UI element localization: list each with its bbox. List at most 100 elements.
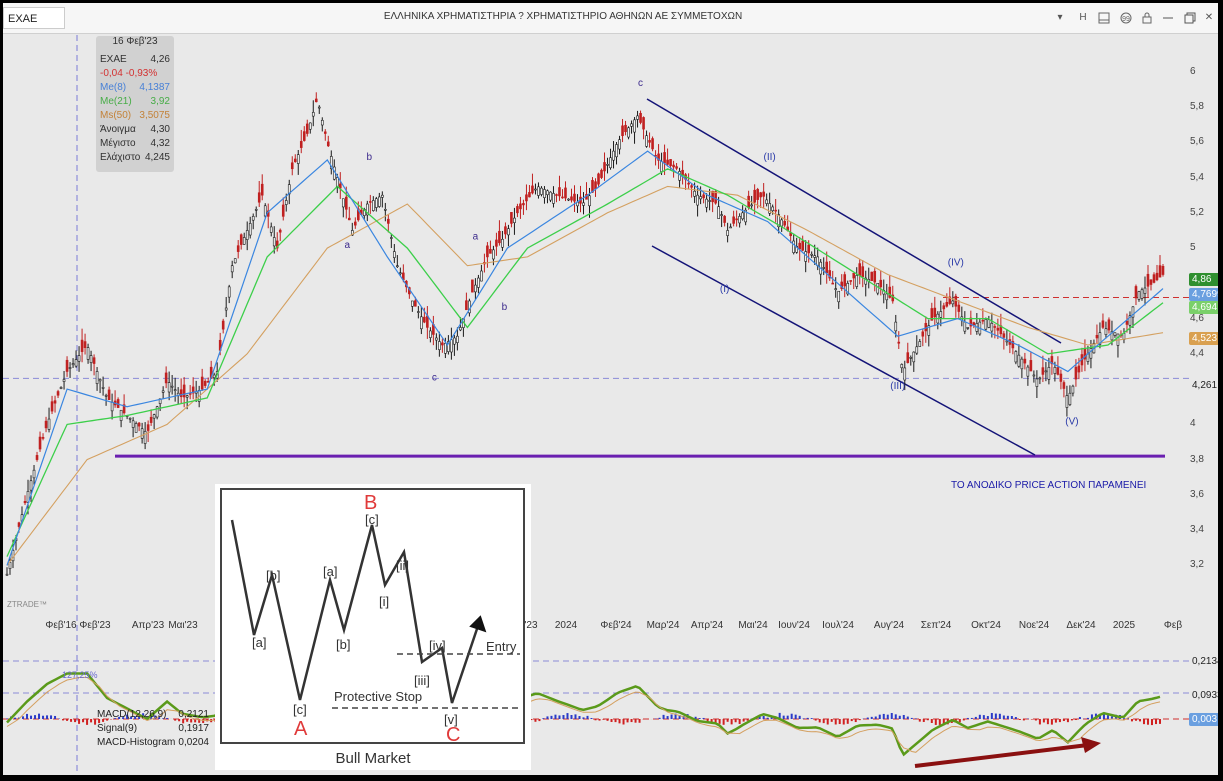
macd-histogram-bar: [70, 719, 73, 722]
candle-body: [459, 327, 462, 331]
macd-histogram-bar: [874, 716, 877, 719]
candle-body: [227, 286, 231, 298]
macd-histogram-bar: [742, 719, 745, 722]
candle-body: [948, 296, 952, 304]
candle-body: [260, 183, 264, 196]
candle-body: [696, 194, 699, 206]
candle-body: [669, 159, 672, 166]
macd-histogram-bar: [562, 715, 565, 719]
candle-body: [660, 161, 663, 172]
chevron-down-icon[interactable]: ▾: [1057, 12, 1063, 23]
candle-body: [29, 480, 33, 491]
candle-body: [47, 418, 51, 430]
legend-row: Me(8) 4,1387: [100, 82, 170, 96]
candle-body: [834, 288, 838, 290]
macd-histogram-bar: [850, 719, 853, 722]
macd-histogram-bar: [678, 714, 681, 719]
macd-histogram-bar: [94, 719, 97, 725]
candle-body: [311, 112, 315, 117]
macd-histogram-bar: [550, 715, 553, 719]
candle-body: [1044, 370, 1048, 373]
candle-body: [963, 321, 967, 332]
candle-body: [474, 284, 477, 293]
restore-icon[interactable]: [1183, 12, 1197, 24]
macd-histogram-bar: [854, 719, 857, 723]
candle-body: [534, 188, 537, 191]
candle-body: [74, 359, 78, 367]
candle-body: [888, 286, 892, 298]
candle-body: [41, 436, 45, 439]
candle-body: [966, 327, 970, 329]
candle-body: [1041, 367, 1045, 375]
macd-histogram-bar: [130, 716, 133, 719]
candle-body: [203, 380, 207, 386]
candle-body: [510, 212, 513, 224]
macd-histogram-bar: [82, 719, 85, 723]
y-tick-label: 5,2: [1190, 206, 1204, 218]
macd-histogram-bar: [622, 719, 625, 725]
candle-body: [714, 191, 717, 204]
wave-label: (I): [720, 284, 729, 295]
candle-body: [843, 274, 847, 287]
title-bar: EXAE ΕΛΛΗΝΙΚΑ ΧΡΗΜΑΤΙΣΤΗΡΙΑ ? ΧΡΗΜΑΤΙΣΤΗ…: [3, 3, 1218, 34]
candle-body: [1053, 367, 1057, 374]
trend-arrowhead-icon: [1081, 737, 1101, 753]
macd-histogram-bar: [106, 719, 109, 721]
h-icon[interactable]: H: [1079, 12, 1087, 23]
link-icon[interactable]: 99: [1119, 12, 1133, 24]
macd-y-label: 0,003: [1189, 713, 1218, 726]
candle-body: [390, 237, 393, 239]
candle-body: [906, 352, 910, 363]
candle-body: [528, 192, 531, 198]
candle-body: [251, 216, 255, 221]
macd-histogram-bar: [98, 719, 101, 724]
candle-body: [984, 319, 988, 330]
candle-body: [384, 209, 387, 211]
x-tick-label: Ιουν'24: [778, 620, 810, 631]
candle-body: [420, 316, 423, 330]
candle-body: [435, 337, 438, 341]
window-icon[interactable]: [1097, 12, 1111, 24]
macd-histogram-bar: [970, 717, 973, 719]
legend-value: 4,245: [144, 152, 170, 163]
candle-body: [591, 180, 594, 193]
legend-key: Me(21): [100, 96, 132, 107]
candle-body: [825, 261, 829, 274]
x-tick-label: Φεβ'16 Φεβ'23: [45, 620, 111, 631]
candle-body: [338, 183, 342, 189]
candle-body: [513, 217, 516, 223]
legend-row: Ελάχιστο 4,245: [100, 152, 170, 166]
macd-histogram-bar: [126, 714, 129, 719]
candle-body: [164, 372, 168, 384]
macd-histogram-bar: [914, 718, 917, 719]
candle-body: [603, 162, 606, 172]
candle-body: [792, 240, 795, 253]
candle-body: [299, 141, 303, 148]
macd-histogram-bar: [662, 714, 665, 719]
minimize-icon[interactable]: [1161, 12, 1175, 24]
close-icon[interactable]: ✕: [1204, 12, 1214, 23]
candle-body: [624, 124, 627, 133]
wave-label: b: [502, 302, 508, 313]
macd-y-label: 0,2134: [1192, 656, 1218, 667]
macd-histogram-bar: [918, 719, 921, 722]
candle-body: [663, 152, 666, 164]
y-tick-label: 4: [1190, 418, 1196, 430]
macd-histogram-bar: [798, 715, 801, 719]
wave-label: (III): [890, 381, 905, 392]
price-chart[interactable]: c b a a b c (II) (I) (IV) (III) (V): [3, 3, 1218, 775]
macd-histogram-bar: [762, 716, 765, 719]
lock-icon[interactable]: [1140, 12, 1154, 24]
candle-body: [5, 573, 9, 576]
elliott-wave-inset: B [c] [b] [a] [c] A [a] [b] [ii] [i] [iv…: [215, 484, 531, 770]
symbol-input[interactable]: EXAE: [3, 7, 65, 29]
macd-histogram-bar: [554, 714, 557, 719]
candle-body: [1062, 382, 1066, 389]
candle-body: [152, 414, 156, 419]
legend-value: 3,5075: [139, 110, 170, 121]
wave-label: (IV): [948, 258, 964, 269]
candle-body: [495, 239, 498, 247]
candle-body: [987, 319, 991, 328]
macd-histogram-bar: [86, 719, 89, 725]
macd-histogram-bar: [158, 715, 161, 719]
